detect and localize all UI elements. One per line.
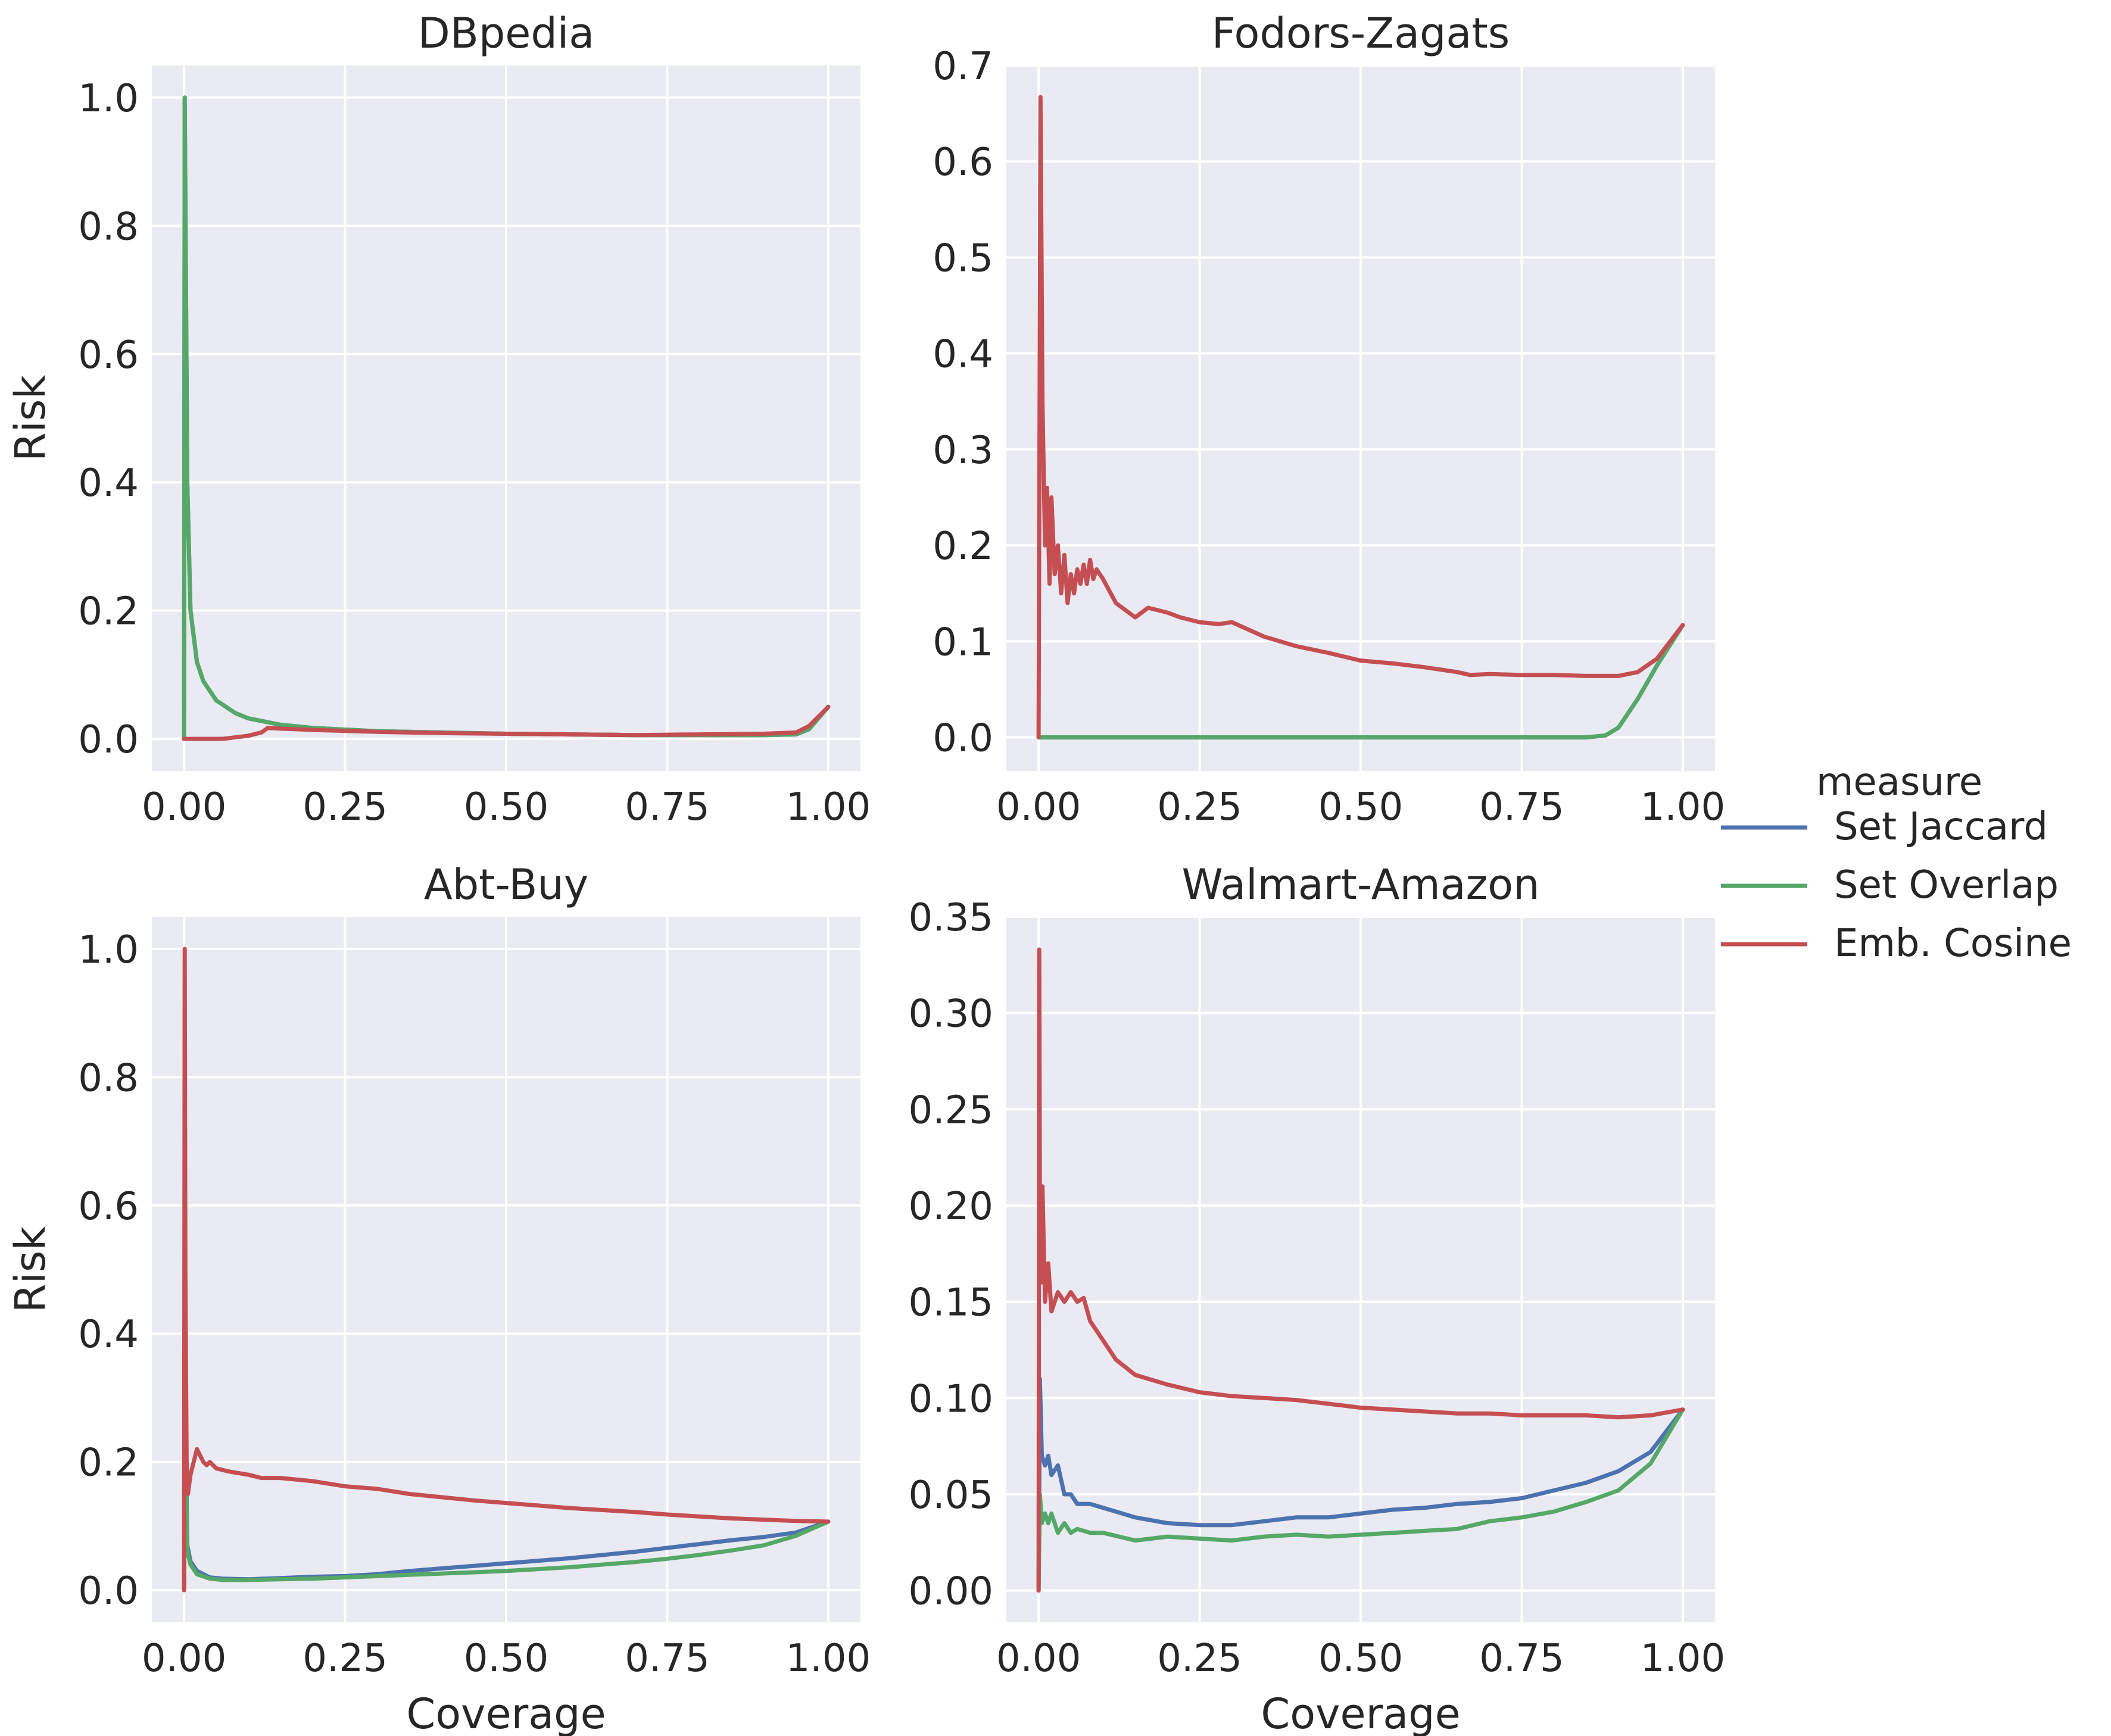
y-tick-label: 0.5 xyxy=(933,236,993,280)
x-tick-label: 0.50 xyxy=(464,785,549,829)
y-tick-label: 0.0 xyxy=(78,718,139,762)
panel-title: Fodors-Zagats xyxy=(1212,9,1510,58)
x-tick-label: 0.00 xyxy=(142,1637,227,1681)
y-tick-label: 0.1 xyxy=(933,620,993,664)
y-tick-label: 0.2 xyxy=(933,524,993,569)
x-axis-label: Coverage xyxy=(1261,1690,1460,1736)
x-tick-label: 0.75 xyxy=(625,785,710,829)
x-axis-label: Coverage xyxy=(406,1690,606,1736)
panel-3: 0.00 0.25 0.50 0.75 1.00 0.0 0.2 0.4 0.6 0.8 1.0 Ab… xyxy=(6,860,871,1736)
y-tick-label: 0.25 xyxy=(909,1088,994,1132)
legend-entry: Set Overlap xyxy=(1834,863,2059,907)
panel-1: 0.00 0.25 0.50 0.75 1.00 0.0 0.2 0.4 0.6 0.8 1.0 DB… xyxy=(6,9,871,829)
y-tick-label: 0.7 xyxy=(933,45,993,89)
y-axis-label: Risk xyxy=(6,374,55,461)
y-tick-label: 0.3 xyxy=(933,429,993,473)
series-line-emb-cosine xyxy=(182,704,831,741)
series-group xyxy=(182,947,831,1593)
y-tick-label: 0.8 xyxy=(78,205,139,249)
series-line-set-jaccard xyxy=(1036,1376,1685,1593)
y-tick-label: 0.10 xyxy=(909,1377,994,1421)
series-line-set-overlap xyxy=(182,1428,831,1593)
y-tick-label: 1.0 xyxy=(78,77,139,121)
x-tick-label: 0.75 xyxy=(625,1637,710,1681)
series-line-emb-cosine xyxy=(182,947,831,1593)
y-tick-label: 1.0 xyxy=(78,928,139,972)
y-axis-label: Risk xyxy=(6,1226,55,1313)
y-tick-label: 0.0 xyxy=(78,1569,139,1613)
series-line-set-jaccard xyxy=(182,1395,831,1593)
panel-title: Walmart-Amazon xyxy=(1181,860,1539,909)
y-tick-label: 0.4 xyxy=(933,333,993,377)
y-tick-label: 0.6 xyxy=(933,140,993,185)
y-tick-label: 0.0 xyxy=(933,717,993,761)
y-tick-label: 0.8 xyxy=(78,1056,139,1100)
x-tick-label: 0.50 xyxy=(464,1637,549,1681)
series-group xyxy=(1036,947,1685,1593)
series-line-emb-cosine xyxy=(1036,95,1685,740)
y-tick-label: 0.30 xyxy=(909,992,994,1036)
x-tick-label: 0.25 xyxy=(303,1637,388,1681)
x-tick-label: 0.75 xyxy=(1479,785,1564,829)
x-tick-label: 0.50 xyxy=(1318,785,1404,829)
x-tick-label: 1.00 xyxy=(786,785,871,829)
x-tick-label: 0.75 xyxy=(1479,1637,1564,1681)
legend-entry: Emb. Cosine xyxy=(1834,922,2072,966)
panel-2: 0.00 0.25 0.50 0.75 1.00 0.0 0.1 0.2 0.3 0.4 0.5 0.… xyxy=(933,9,1725,829)
x-tick-label: 1.00 xyxy=(1641,1637,1726,1681)
x-tick-label: 0.50 xyxy=(1318,1637,1404,1681)
y-tick-label: 0.4 xyxy=(78,1313,139,1357)
y-tick-label: 0.35 xyxy=(909,896,994,940)
y-tick-label: 0.6 xyxy=(78,1185,139,1229)
series-line-emb-cosine xyxy=(1036,947,1685,1593)
x-tick-label: 1.00 xyxy=(786,1637,871,1681)
panel-title: Abt-Buy xyxy=(424,860,588,909)
legend-entry: Set Jaccard xyxy=(1834,805,2048,849)
series-line-set-overlap xyxy=(1036,623,1685,740)
y-tick-label: 0.2 xyxy=(78,1441,139,1485)
x-tick-label: 1.00 xyxy=(1641,785,1726,829)
x-tick-label: 0.25 xyxy=(1157,1637,1242,1681)
panel-title: DBpedia xyxy=(418,9,594,58)
x-tick-label: 0.25 xyxy=(303,785,388,829)
series-line-set-overlap xyxy=(1036,1407,1685,1593)
x-tick-label: 0.00 xyxy=(142,785,227,829)
y-tick-label: 0.15 xyxy=(909,1281,994,1325)
y-tick-label: 0.00 xyxy=(909,1570,994,1614)
y-tick-label: 0.6 xyxy=(78,333,139,377)
y-tick-label: 0.2 xyxy=(78,590,139,634)
y-tick-label: 0.20 xyxy=(909,1185,994,1229)
series-group xyxy=(1036,95,1685,740)
y-tick-label: 0.4 xyxy=(78,461,139,505)
series-group xyxy=(182,95,831,741)
x-tick-label: 0.00 xyxy=(996,785,1081,829)
x-tick-label: 0.00 xyxy=(996,1637,1081,1681)
legend-title: measure xyxy=(1816,760,1982,804)
panel-4: 0.00 0.25 0.50 0.75 1.00 0.00 0.05 0.10 0.15 0.20… xyxy=(909,860,1726,1736)
y-tick-label: 0.05 xyxy=(909,1473,994,1518)
x-tick-label: 0.25 xyxy=(1157,785,1242,829)
